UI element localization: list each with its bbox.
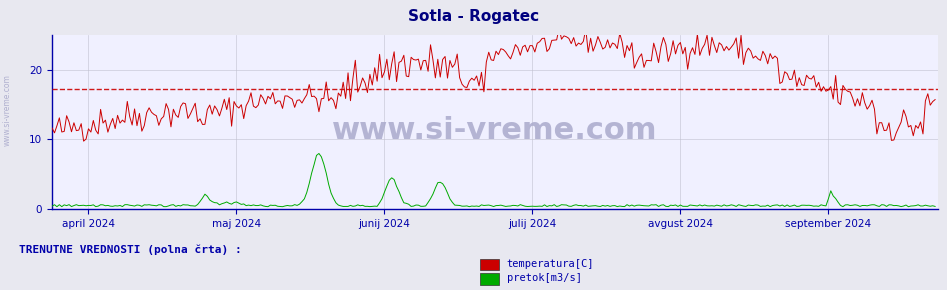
- Text: www.si-vreme.com: www.si-vreme.com: [332, 116, 657, 145]
- Text: www.si-vreme.com: www.si-vreme.com: [3, 74, 12, 146]
- Text: Sotla - Rogatec: Sotla - Rogatec: [408, 9, 539, 24]
- Text: pretok[m3/s]: pretok[m3/s]: [507, 273, 581, 283]
- Text: TRENUTNE VREDNOSTI (polna črta) :: TRENUTNE VREDNOSTI (polna črta) :: [19, 244, 241, 255]
- Text: temperatura[C]: temperatura[C]: [507, 259, 594, 269]
